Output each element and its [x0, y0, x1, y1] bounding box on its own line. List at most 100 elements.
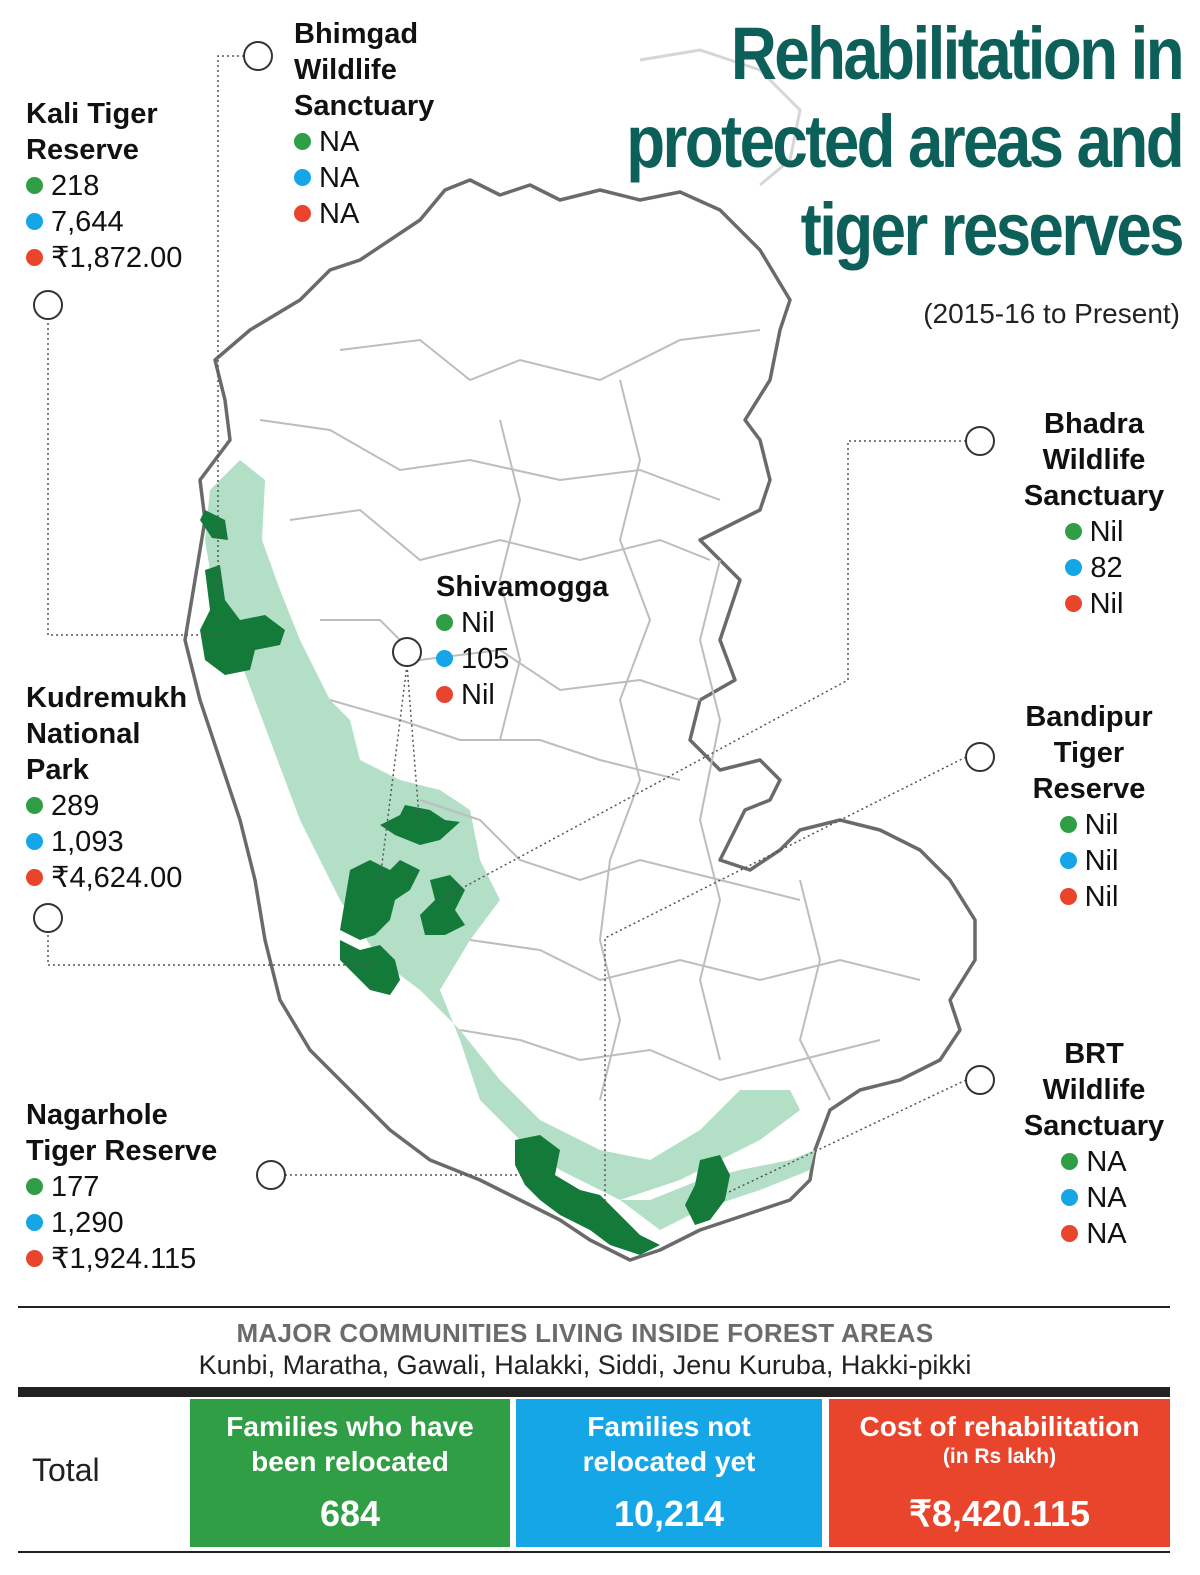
not-relocated-dot — [1061, 1188, 1079, 1206]
total-relocated-box: Families who have been relocated 684 — [190, 1399, 510, 1547]
district-borders — [259, 329, 921, 1101]
relocated-value: Nil — [1089, 516, 1124, 548]
box-title: Cost of rehabilitation — [859, 1411, 1140, 1442]
cost-value: NA — [1086, 1218, 1127, 1250]
not-relocated-dot — [26, 212, 43, 230]
label-bhimgad-wildlife-sanctuary: Bhimgad Wildlife Sanctuary NA NA NA — [294, 16, 434, 232]
title-line: protected areas and — [626, 100, 1184, 183]
not-relocated-value: 1,093 — [51, 826, 124, 858]
relocated-value: Nil — [461, 607, 495, 639]
area-name: Bhadra — [1044, 408, 1144, 440]
label-nagarhole-tiger-reserve: Nagarhole Tiger Reserve 177 1,290 ₹1,924… — [26, 1097, 217, 1277]
relocated-value: NA — [1086, 1146, 1127, 1178]
not-relocated-dot — [294, 168, 311, 186]
relocated-value: Nil — [1084, 809, 1119, 841]
not-relocated-value: 7,644 — [51, 206, 124, 238]
relocated-dot — [1064, 522, 1082, 540]
karnataka-map — [33, 41, 995, 1262]
cost-value: Nil — [461, 679, 495, 711]
cost-value: ₹1,924.115 — [51, 1243, 197, 1275]
not-relocated-value: 82 — [1090, 552, 1123, 584]
relocated-dot — [26, 796, 43, 814]
kudremukh-area — [340, 860, 420, 940]
box-title-line: Families not — [587, 1411, 751, 1442]
area-name: Reserve — [1032, 773, 1146, 805]
area-name: Nagarhole — [26, 1099, 168, 1131]
label-kudremukh-national-park: Kudremukh National Park 289 1,093 ₹4,624… — [26, 680, 187, 896]
cost-dot — [1059, 887, 1077, 905]
area-name: Sanctuary — [1023, 1110, 1165, 1142]
area-name: BRT — [1064, 1038, 1124, 1070]
cost-dot — [26, 248, 43, 266]
not-relocated-dot — [26, 832, 43, 850]
total-relocated-value: 684 — [319, 1493, 381, 1534]
forest-zone — [205, 460, 800, 1200]
relocated-dot — [294, 132, 311, 150]
total-cost-box: Cost of rehabilitation (in Rs lakh) ₹8,4… — [829, 1399, 1170, 1547]
area-name: Bhimgad — [294, 18, 419, 50]
area-name: Kudremukh — [26, 682, 188, 714]
relocated-dot — [26, 176, 43, 194]
area-name: Wildlife — [1042, 1074, 1146, 1106]
area-name: Shivamogga — [436, 571, 609, 603]
box-title: Families who have been relocated — [190, 1409, 510, 1479]
northern-faint-outline — [639, 48, 802, 187]
bottom-rule — [18, 1551, 1170, 1553]
relocated-dot — [1059, 815, 1077, 833]
area-name: Wildlife — [1042, 444, 1146, 476]
brt-area — [685, 1155, 730, 1225]
not-relocated-dot — [1059, 851, 1077, 869]
area-name: Bandipur — [1025, 701, 1153, 733]
label-shivamogga: Shivamogga Nil 105 Nil — [436, 569, 608, 713]
box-unit: (in Rs lakh) — [942, 1445, 1057, 1468]
total-not-relocated-value: 10,214 — [613, 1493, 725, 1534]
label-bandipur-tiger-reserve: Bandipur Tiger Reserve Nil Nil Nil — [1014, 699, 1164, 915]
not-relocated-value: NA — [319, 162, 360, 194]
cost-value: ₹1,872.00 — [51, 242, 183, 274]
cost-value: NA — [319, 198, 360, 230]
relocated-dot — [26, 1177, 43, 1195]
cost-dot — [1061, 1224, 1079, 1242]
protected-areas — [200, 510, 730, 1255]
page-subtitle: (2015-16 to Present) — [923, 298, 1180, 329]
bhimgad-area — [200, 510, 228, 540]
not-relocated-dot — [26, 1213, 43, 1231]
total-label: Total — [32, 1452, 100, 1488]
label-bhadra-wildlife-sanctuary: Bhadra Wildlife Sanctuary Nil 82 Nil — [1016, 406, 1172, 622]
relocated-value: NA — [319, 126, 360, 158]
table-top-bar — [18, 1387, 1170, 1397]
area-name: Sanctuary — [294, 90, 435, 122]
area-name: Reserve — [26, 134, 139, 166]
label-kali-tiger-reserve: Kali Tiger Reserve 218 7,644 ₹1,872.00 — [26, 96, 182, 276]
kudremukh-south-area — [340, 940, 400, 995]
area-name: Sanctuary — [1023, 480, 1165, 512]
not-relocated-value: 1,290 — [51, 1207, 124, 1239]
area-name: National — [26, 718, 141, 750]
leader-circles — [33, 41, 995, 1190]
nagarhole-area — [515, 1135, 660, 1255]
area-name: Tiger — [1053, 737, 1125, 769]
area-name: Tiger Reserve — [26, 1135, 218, 1167]
relocated-dot — [436, 613, 453, 631]
not-relocated-dot — [1065, 558, 1083, 576]
relocated-value: 289 — [51, 790, 100, 822]
cost-dot — [1064, 594, 1082, 612]
not-relocated-value: NA — [1086, 1182, 1127, 1214]
title-line: Rehabilitation in — [730, 12, 1185, 95]
leader-lines — [47, 55, 967, 1210]
cost-dot — [436, 685, 453, 703]
not-relocated-value: 105 — [461, 643, 510, 675]
total-not-relocated-box: Families not relocated yet 10,214 — [516, 1399, 822, 1547]
total-cost-value: ₹8,420.115 — [908, 1493, 1091, 1534]
not-relocated-value: Nil — [1084, 845, 1119, 877]
title-line: tiger reserves — [800, 188, 1185, 271]
area-name: Park — [26, 754, 89, 786]
area-name: Wildlife — [294, 54, 397, 86]
box-title-line: relocated yet — [582, 1446, 756, 1477]
bhadra-area — [420, 875, 465, 935]
label-brt-wildlife-sanctuary: BRT Wildlife Sanctuary NA NA NA — [1016, 1036, 1172, 1252]
page-title: Rehabilitation in protected areas and ti… — [528, 10, 1185, 274]
not-relocated-dot — [436, 649, 453, 667]
relocated-value: 218 — [51, 170, 100, 202]
relocated-value: 177 — [51, 1171, 100, 1203]
